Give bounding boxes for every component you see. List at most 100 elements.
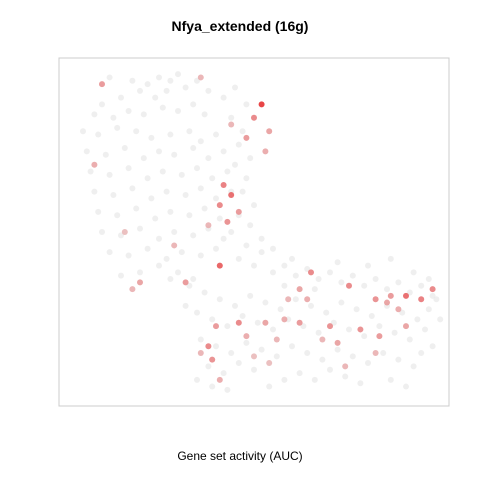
scatter-point-grey (228, 114, 235, 121)
scatter-point-grey (125, 165, 132, 172)
scatter-point-grey (239, 313, 246, 319)
scatter-point-grey (137, 269, 143, 276)
scatter-point-grey (251, 262, 257, 269)
scatter-point-activity (304, 296, 311, 303)
scatter-point-grey (99, 229, 105, 235)
scatter-point-grey (167, 131, 174, 138)
scatter-point-grey (125, 252, 132, 259)
scatter-point-grey (167, 208, 174, 215)
scatter-point-grey (114, 124, 121, 131)
scatter-point-activity (334, 339, 341, 346)
scatter-point-grey (182, 302, 189, 309)
scatter-point-grey (418, 349, 425, 356)
scatter-point-grey (213, 195, 219, 202)
scatter-point-grey (437, 316, 444, 323)
scatter-point-activity (273, 336, 280, 343)
scatter-point-grey (311, 376, 318, 383)
scatter-point-grey (182, 84, 189, 91)
scatter-point-grey (175, 71, 181, 78)
scatter-point-activity (403, 292, 409, 299)
scatter-point-grey (87, 168, 94, 175)
scatter-point-grey (315, 276, 322, 283)
scatter-point-activity (205, 222, 212, 229)
scatter-point-activity (357, 326, 364, 333)
scatter-point-grey (395, 279, 402, 286)
scatter-point-grey (425, 276, 432, 283)
scatter-point-activity (121, 229, 128, 235)
scatter-point-activity (235, 319, 242, 326)
scatter-point-grey (129, 77, 136, 84)
scatter-point-grey (281, 282, 288, 289)
scatter-point-grey (243, 101, 250, 108)
scatter-point-grey (140, 155, 147, 162)
scatter-point-grey (353, 306, 360, 313)
scatter-point-grey (308, 302, 314, 309)
scatter-point-grey (368, 313, 375, 319)
scatter-point-grey (380, 349, 387, 356)
scatter-point-activity (99, 81, 105, 88)
scatter-point-activity (308, 269, 314, 276)
scatter-point-grey (376, 323, 383, 330)
scatter-point-grey (414, 316, 421, 323)
scatter-point-grey (197, 252, 204, 259)
scatter-point-grey (118, 94, 124, 101)
scatter-point-grey (433, 296, 440, 303)
scatter-point-grey (235, 255, 242, 262)
scatter-point-activity (418, 296, 425, 303)
scatter-point-grey (315, 329, 322, 336)
scatter-point-activity (197, 74, 204, 81)
scatter-point-grey (232, 302, 238, 309)
scatter-point-activity (387, 292, 394, 299)
scatter-point-activity (258, 101, 265, 108)
scatter-point-activity (197, 349, 204, 356)
scatter-point-grey (148, 195, 155, 202)
scatter-point-grey (194, 165, 200, 172)
scatter-point-activity (266, 360, 273, 367)
scatter-point-grey (224, 386, 231, 393)
scatter-point-grey (425, 306, 432, 313)
scatter-point-activity (285, 296, 292, 303)
scatter-point-grey (140, 111, 147, 118)
scatter-point-grey (167, 276, 174, 283)
scatter-point-grey (273, 353, 280, 360)
scatter-point-grey (178, 249, 185, 256)
scatter-point-grey (243, 242, 250, 249)
scatter-point-grey (365, 360, 371, 367)
scatter-point-grey (190, 232, 197, 239)
scatter-point-grey (171, 151, 178, 158)
scatter-point-activity (213, 323, 219, 330)
scatter-point-activity (296, 286, 303, 293)
scatter-point-grey (152, 215, 159, 222)
scatter-point-grey (289, 255, 295, 262)
scatter-point-grey (239, 188, 246, 195)
scatter-point-grey (197, 336, 204, 343)
scatter-point-grey (429, 343, 436, 350)
scatter-point-activity (228, 192, 235, 199)
scatter-point-grey (95, 208, 102, 215)
scatter-point-grey (216, 215, 223, 222)
scatter-point-grey (338, 279, 345, 286)
scatter-point-grey (323, 309, 330, 316)
scatter-point-grey (228, 229, 235, 235)
scatter-point-activity (228, 121, 235, 128)
scatter-point-grey (110, 114, 117, 121)
scatter-point-activity (342, 363, 349, 370)
scatter-point-grey (167, 77, 174, 84)
scatter-point-activity (205, 343, 212, 350)
scatter-point-grey (129, 185, 136, 192)
scatter-point-grey (418, 282, 425, 289)
grey-points-layer (80, 71, 444, 393)
scatter-point-grey (254, 319, 261, 326)
scatter-point-grey (197, 185, 204, 192)
scatter-point-grey (342, 373, 349, 380)
scatter-point-grey (159, 168, 166, 175)
scatter-point-grey (262, 299, 269, 306)
scatter-point-grey (159, 104, 166, 111)
scatter-point-grey (133, 128, 140, 135)
scatter-point-grey (243, 339, 250, 346)
scatter-point-grey (144, 245, 151, 252)
scatter-point-activity (429, 286, 436, 293)
scatter-point-grey (365, 262, 371, 269)
scatter-point-grey (106, 74, 113, 81)
